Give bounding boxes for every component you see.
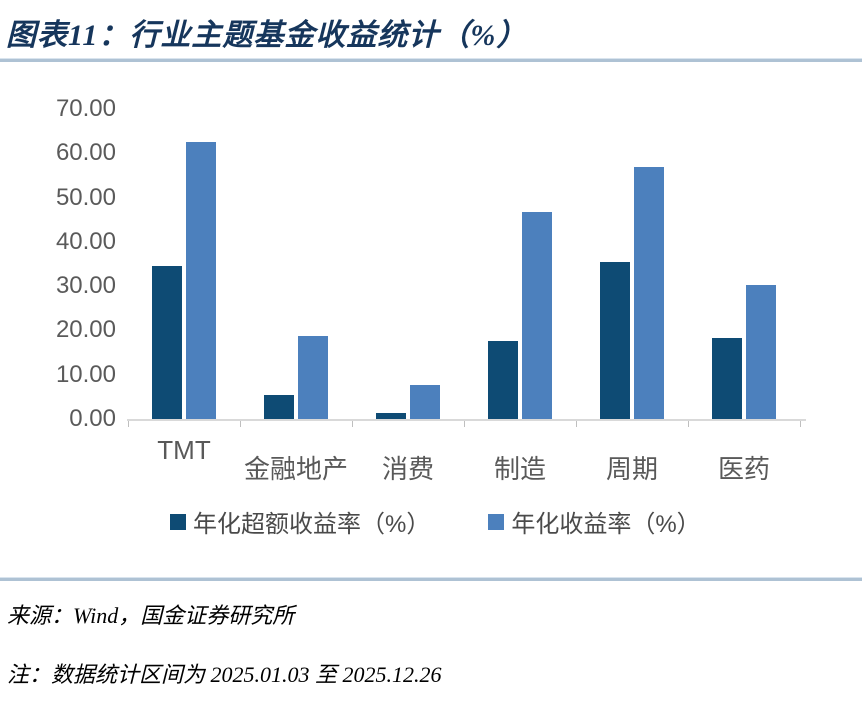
y-axis-label: 0.00	[69, 405, 116, 432]
category-label-金融地产: 金融地产	[243, 454, 348, 484]
source-text: 来源：Wind，国金证券研究所	[7, 603, 295, 628]
note-text: 注：数据统计区间为 2025.01.03 至 2025.12.26	[7, 662, 442, 687]
y-axis-label: 60.00	[55, 139, 116, 167]
x-axis-tick	[240, 421, 241, 427]
y-axis-label: 10.00	[55, 360, 116, 388]
x-axis-tick	[464, 421, 465, 427]
x-axis-line	[127, 419, 806, 421]
category-label-周期: 周期	[605, 454, 658, 484]
bar-series-1-消费	[376, 413, 406, 419]
bar-series-2-医药	[746, 285, 776, 419]
y-axis-label: 70.00	[55, 95, 116, 122]
bar-series-1-医药	[712, 337, 742, 419]
bar-series-2-TMT	[186, 141, 216, 419]
chart-legend: 年化超额收益率（%） 年化收益率（%）	[170, 504, 701, 539]
legend-swatch-icon	[488, 513, 505, 530]
bar-series-1-周期	[600, 262, 630, 419]
legend-label: 年化超额收益率（%）	[193, 511, 431, 538]
category-label-TMT: TMT	[157, 435, 211, 465]
bar-series-2-制造	[522, 211, 552, 419]
x-axis-tick	[688, 421, 689, 427]
x-axis-tick	[576, 421, 577, 427]
x-axis-tick	[128, 421, 129, 427]
bar-series-1-金融地产	[264, 394, 294, 419]
plot-area: 70.00 60.00 50.00 40.00 30.00 20.00 10.00 0.00 T…	[56, 95, 806, 484]
legend-item-1: 年化超额收益率（%）	[170, 504, 430, 539]
x-axis-tick	[800, 421, 801, 427]
legend-item-2: 年化收益率（%）	[488, 504, 701, 539]
category-label-制造: 制造	[493, 454, 546, 484]
category-label-医药: 医药	[717, 454, 770, 484]
legend-label: 年化收益率（%）	[511, 511, 701, 538]
y-axis-label: 30.00	[55, 272, 116, 300]
y-axis-label: 50.00	[55, 183, 116, 211]
category-label-消费: 消费	[381, 454, 434, 484]
bar-series-2-消费	[410, 384, 440, 419]
x-axis-tick	[352, 421, 353, 427]
bar-series-1-TMT	[152, 266, 182, 419]
bar-series-2-金融地产	[298, 336, 328, 419]
legend-swatch-icon	[170, 513, 186, 530]
y-axis-label: 40.00	[55, 227, 116, 255]
bar-series-1-制造	[488, 340, 518, 419]
page-title: 图表11：行业主题基金收益统计（%）	[6, 19, 528, 52]
top-divider	[0, 58, 862, 62]
bottom-divider	[0, 577, 862, 581]
y-axis-label: 20.00	[55, 316, 116, 344]
bar-series-2-周期	[634, 167, 664, 419]
